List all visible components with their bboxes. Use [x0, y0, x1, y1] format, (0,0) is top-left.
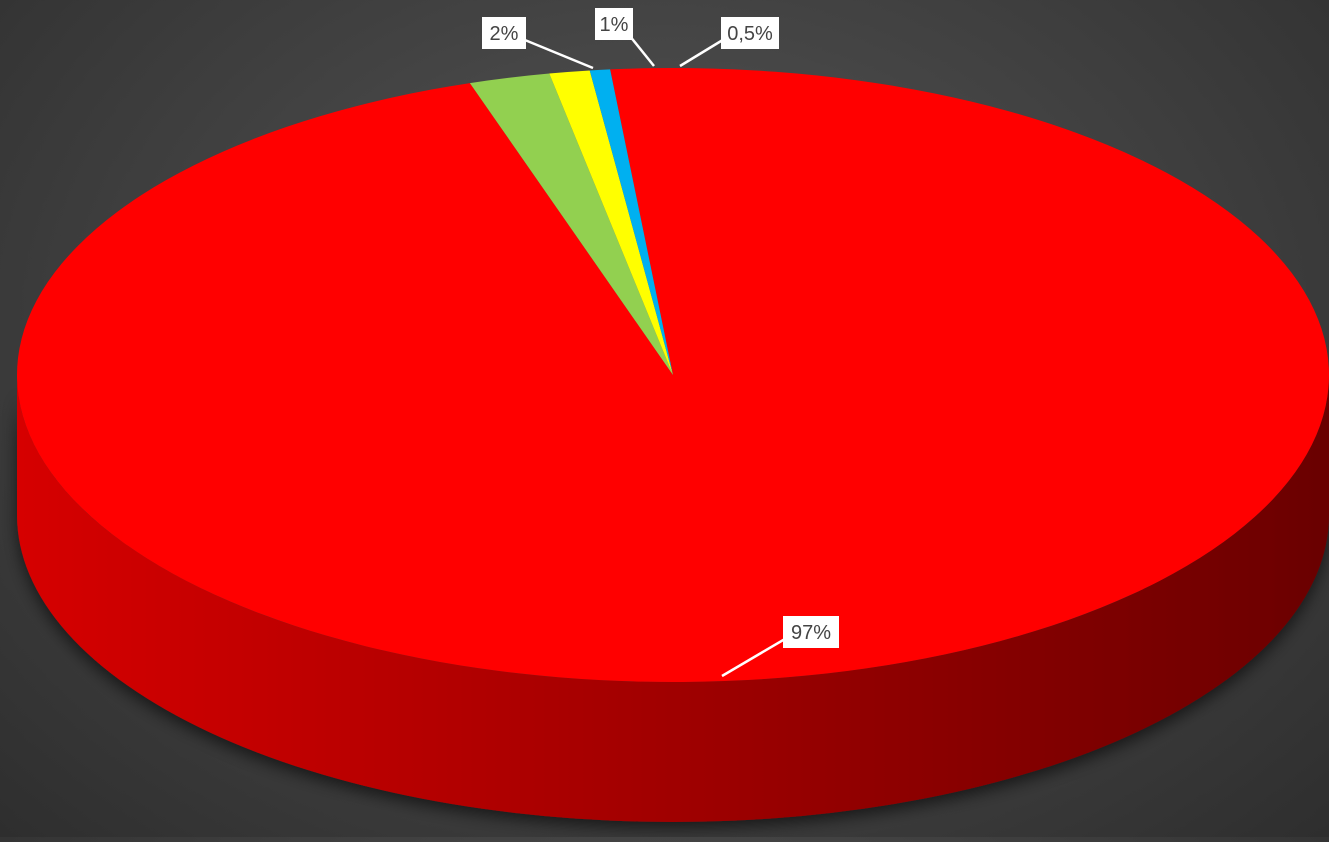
data-label-text: 0,5%: [727, 23, 773, 45]
data-label-0-5-: 0,5%: [679, 17, 779, 68]
data-label-text: 97%: [791, 622, 831, 644]
data-label-2-: 2%: [482, 17, 594, 70]
data-label-box: [595, 8, 633, 40]
pie-top-face: [17, 68, 1329, 682]
pie-side-wall: [17, 375, 1329, 822]
data-label-box: [783, 616, 839, 648]
pie-slice-0-5-: [589, 69, 673, 376]
pie-data-labels: 97% 2% 1% 0,5%: [482, 8, 839, 678]
pie-slice-2-: [469, 73, 673, 376]
data-label-text: 1%: [600, 14, 629, 36]
data-label-97-: 97%: [721, 616, 839, 678]
data-label-1-: 1%: [595, 8, 655, 67]
data-label-box: [482, 17, 526, 49]
pie-side-wall-main: [17, 375, 1329, 822]
leader-line: [519, 36, 594, 70]
data-label-text: 2%: [490, 23, 519, 45]
pie-slice-97-: [17, 68, 1329, 682]
pie-slice-1-: [549, 70, 673, 376]
leader-line: [721, 634, 791, 678]
data-label-box: [721, 17, 779, 49]
leader-line: [679, 36, 727, 68]
